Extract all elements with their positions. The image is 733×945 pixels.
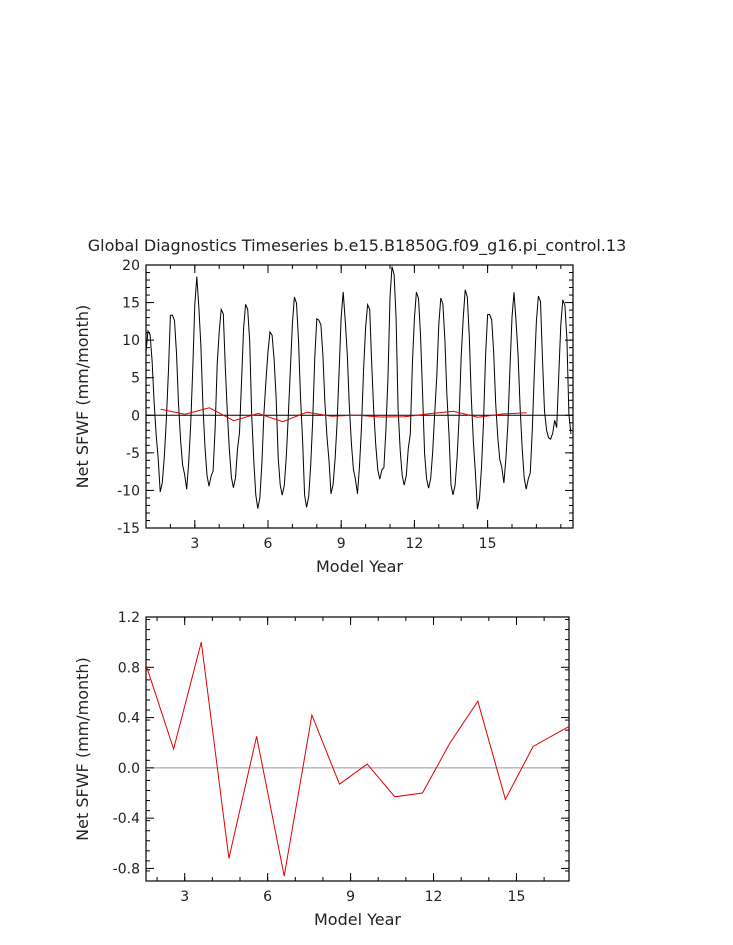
- y-tick-label: 0: [131, 408, 140, 424]
- x-tick-label: 12: [405, 536, 423, 552]
- series-line-0: [145, 266, 572, 510]
- series-line-0: [145, 641, 570, 877]
- y-tick-label: 10: [122, 333, 140, 349]
- x-tick-label: 9: [346, 889, 355, 905]
- y-axis-label: Net SFWF (mm/month): [73, 305, 92, 489]
- y-axis-label: Net SFWF (mm/month): [73, 657, 92, 841]
- x-tick-label: 12: [425, 889, 443, 905]
- y-tick-label: 5: [131, 371, 140, 387]
- y-tick-label: -10: [117, 483, 140, 499]
- top-chart: -15 -10 -5 0 5 10 15 20 3 6 9 12 15 Model Year Net SFW…: [73, 258, 574, 576]
- y-tick-label: 0.4: [118, 711, 140, 727]
- page-title: Global Diagnostics Timeseries b.e15.B185…: [88, 236, 627, 256]
- series-line-1: [160, 407, 527, 423]
- x-axis-label: Model Year: [316, 557, 403, 576]
- x-tick-label: 3: [190, 536, 199, 552]
- plot-frame: [145, 264, 574, 529]
- x-axis-label: Model Year: [314, 910, 401, 929]
- x-tick-label: 6: [263, 889, 272, 905]
- y-tick-label: 0.8: [118, 660, 140, 676]
- plot-frame: [145, 616, 570, 882]
- x-tick-label: 9: [337, 536, 346, 552]
- y-tick-label: -0.4: [113, 811, 140, 827]
- x-tick-label: 15: [508, 889, 526, 905]
- x-tick-label: 3: [180, 889, 189, 905]
- y-tick-label: 20: [122, 258, 140, 274]
- x-tick-label: 15: [479, 536, 497, 552]
- y-tick-label: -15: [117, 521, 140, 537]
- y-tick-label: -0.8: [113, 861, 140, 877]
- y-tick-label: 15: [122, 296, 140, 312]
- x-tick-label: 6: [264, 536, 273, 552]
- bottom-chart: -0.8 -0.4 0.0 0.4 0.8 1.2 3 6 9 12 15 Model Year Net…: [73, 610, 570, 929]
- y-tick-label: 1.2: [118, 610, 140, 626]
- y-tick-label: 0.0: [118, 761, 140, 777]
- y-tick-label: -5: [126, 446, 140, 462]
